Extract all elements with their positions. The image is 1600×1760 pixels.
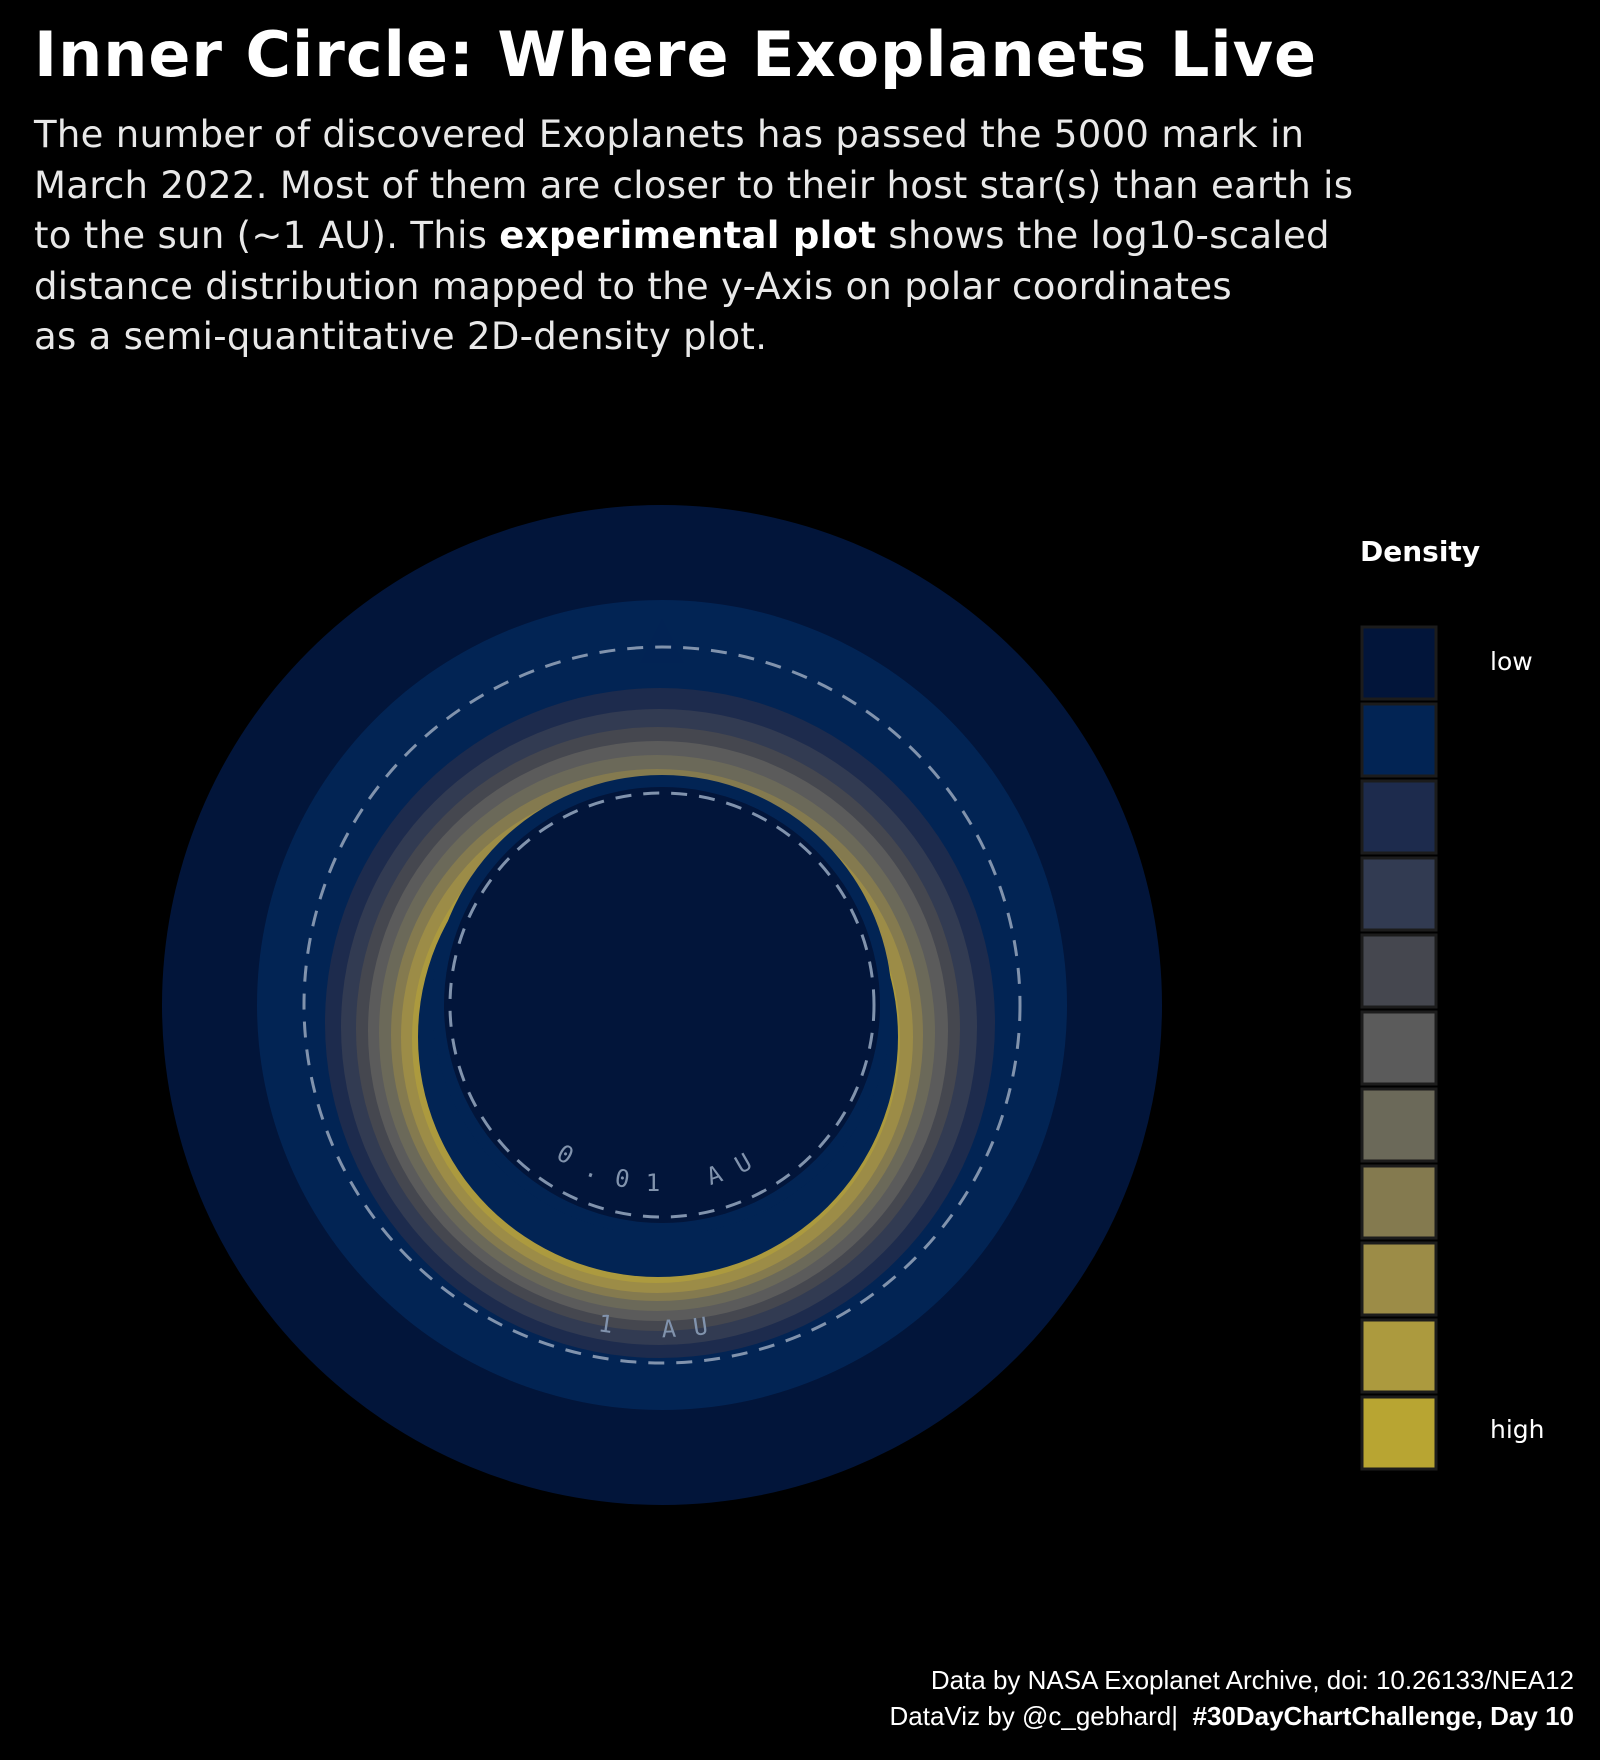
legend-swatch-8 <box>1360 1164 1438 1240</box>
legend-swatch-7 <box>1360 1087 1438 1163</box>
subtitle-line-1: The number of discovered Exoplanets has … <box>34 113 1305 156</box>
legend-swatch-6 <box>1360 1010 1438 1086</box>
legend-swatch-9 <box>1360 1241 1438 1317</box>
polar-density-rings: 0.01 AU1 AU <box>162 505 1162 1505</box>
legend-swatch-1 <box>1360 625 1438 701</box>
subtitle-line-4: distance distribution mapped to the y-Ax… <box>34 264 1232 308</box>
legend-swatch-4 <box>1360 856 1438 932</box>
caption: Data by NASA Exoplanet Archive, doi: 10.… <box>890 1662 1574 1734</box>
chart-subtitle: The number of discovered Exoplanets has … <box>34 110 1514 363</box>
legend-swatch-10 <box>1360 1318 1438 1394</box>
legend-swatch-11 <box>1360 1395 1438 1471</box>
subtitle-line-5: as a semi-quantitative 2D-density plot. <box>34 315 768 358</box>
legend-title: Density <box>1360 535 1481 568</box>
subtitle-line-3-start: to the sun (~1 AU). This <box>34 214 488 257</box>
legend-high-label: high <box>1490 1415 1545 1444</box>
reference-label-1-au: 1 AU <box>597 1309 728 1343</box>
caption-data-source: Data by NASA Exoplanet Archive, doi: 10.… <box>930 1665 1574 1695</box>
subtitle-line-3-end: shows the log10-scaled <box>888 214 1330 257</box>
caption-challenge: #30DayChartChallenge, Day 10 <box>1192 1701 1574 1731</box>
chart-title: Inner Circle: Where Exoplanets Live <box>34 18 1318 91</box>
subtitle-line-3: to the sun (~1 AU). This experimental pl… <box>34 211 1514 262</box>
reference-circle-0_01-au <box>448 791 876 1219</box>
legend-swatch-3 <box>1360 779 1438 855</box>
density-notch <box>640 618 684 663</box>
reference-circle-1-au <box>302 645 1022 1365</box>
caption-author: DataViz by @c_gebhard| <box>889 1701 1179 1731</box>
legend-low-label: low <box>1490 647 1533 676</box>
density-legend-swatches <box>1360 625 1438 1471</box>
reference-label-text: 1 AU <box>597 1309 710 1343</box>
subtitle-line-2: March 2022. Most of them are closer to t… <box>34 163 1354 207</box>
subtitle-emphasis: experimental plot <box>499 214 877 257</box>
density-band-13 <box>444 787 880 1223</box>
caption-credit: DataViz by @c_gebhard| #30DayChartChalle… <box>890 1698 1574 1734</box>
legend-swatch-5 <box>1360 933 1438 1009</box>
legend-swatch-2 <box>1360 702 1438 778</box>
